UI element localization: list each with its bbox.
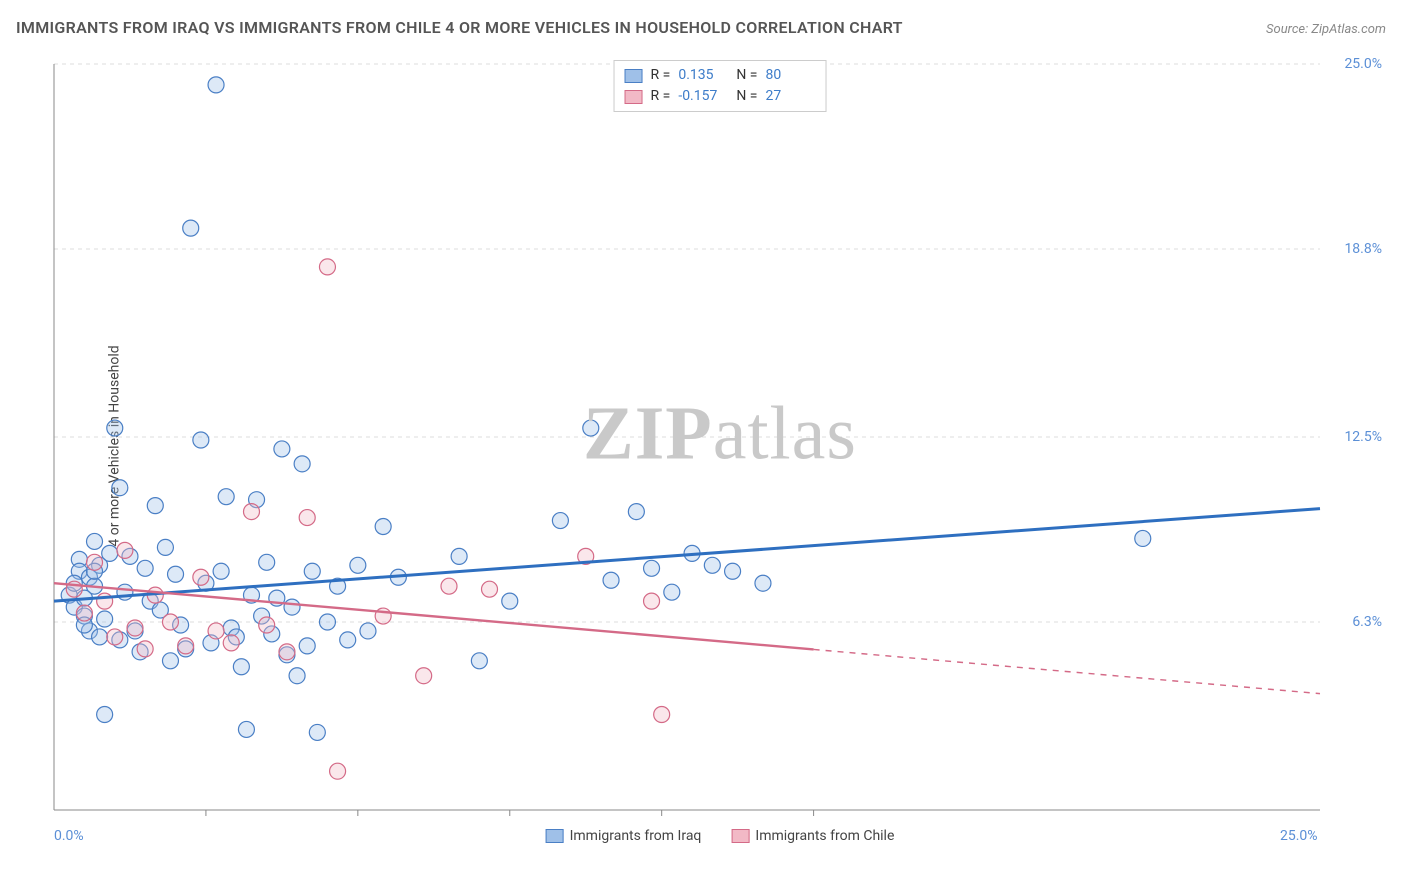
legend-row-chile: R = -0.157 N = 27	[625, 86, 816, 107]
x-tick-label: 0.0%	[54, 828, 84, 844]
y-tick-label: 25.0%	[1344, 56, 1382, 72]
scatter-plot-svg	[50, 60, 1390, 840]
swatch-iraq	[546, 829, 564, 843]
swatch-iraq	[625, 69, 643, 83]
legend-row-iraq: R = 0.135 N = 80	[625, 65, 816, 86]
y-tick-label: 12.5%	[1344, 429, 1382, 445]
r-value-chile: -0.157	[678, 86, 728, 107]
n-value-chile: 27	[765, 86, 815, 107]
chart-container: IMMIGRANTS FROM IRAQ VS IMMIGRANTS FROM …	[0, 0, 1406, 892]
n-label: N =	[736, 86, 757, 107]
swatch-chile	[731, 829, 749, 843]
chart-title: IMMIGRANTS FROM IRAQ VS IMMIGRANTS FROM …	[16, 18, 903, 37]
series-name-iraq: Immigrants from Iraq	[570, 828, 702, 844]
y-tick-label: 18.8%	[1344, 241, 1382, 257]
correlation-legend: R = 0.135 N = 80 R = -0.157 N = 27	[614, 60, 827, 112]
legend-item-iraq: Immigrants from Iraq	[546, 828, 702, 844]
series-legend: Immigrants from Iraq Immigrants from Chi…	[546, 828, 895, 844]
plot-area: ZIPatlas R = 0.135 N = 80 R = -0.157 N =…	[50, 60, 1390, 840]
x-tick-label: 25.0%	[1280, 828, 1318, 844]
series-name-chile: Immigrants from Chile	[755, 828, 894, 844]
swatch-chile	[625, 90, 643, 104]
r-label: R =	[651, 86, 671, 107]
source-attribution: Source: ZipAtlas.com	[1266, 22, 1386, 37]
r-label: R =	[651, 65, 671, 86]
y-tick-label: 6.3%	[1352, 614, 1382, 630]
legend-item-chile: Immigrants from Chile	[731, 828, 894, 844]
n-label: N =	[736, 65, 757, 86]
n-value-iraq: 80	[765, 65, 815, 86]
r-value-iraq: 0.135	[678, 65, 728, 86]
